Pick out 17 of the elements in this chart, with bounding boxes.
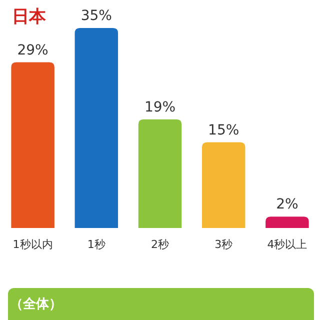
data-label: 29% [17,42,48,58]
text: （全体） [10,297,62,312]
data-label: 15% [208,122,240,138]
bar [138,119,182,228]
bar [11,62,54,228]
data-label: 19% [144,99,176,116]
x-tick-label: 4秒以上 [267,238,308,251]
data-label: 2% [276,196,298,213]
bar [74,28,118,228]
x-tick-label: 3秒 [214,238,233,251]
bar [202,142,246,228]
x-tick-label: 1秒 [87,238,106,251]
chart-title: 日本 [12,7,47,27]
bar [266,216,309,228]
x-tick-label: 1秒以内 [12,238,53,251]
x-tick-label: 2秒 [151,238,169,251]
data-label: 35% [80,8,112,24]
